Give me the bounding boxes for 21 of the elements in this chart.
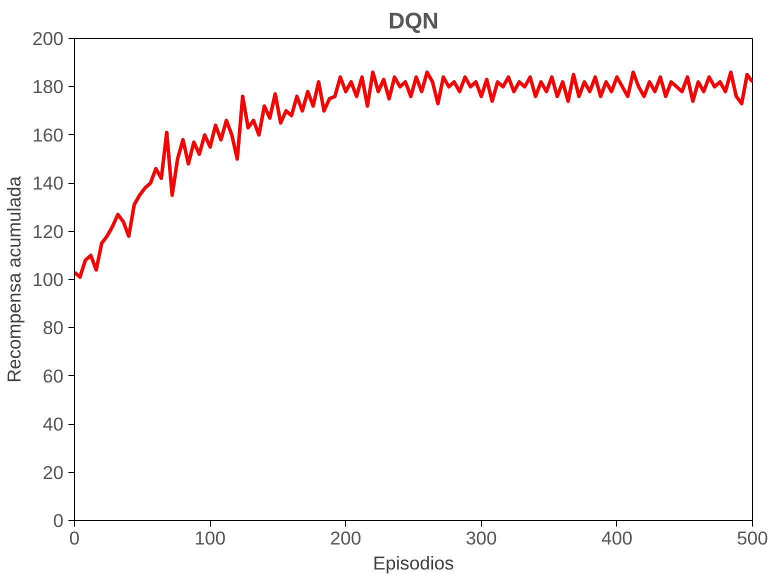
y-tick-label: 20 xyxy=(42,462,64,483)
y-tick-label: 120 xyxy=(32,220,64,242)
y-tick-label: 160 xyxy=(32,124,64,146)
y-tick-label: 140 xyxy=(32,172,64,194)
y-tick-label: 0 xyxy=(53,510,64,531)
x-tick-label: 0 xyxy=(69,528,80,548)
x-tick-label: 100 xyxy=(194,528,226,548)
x-tick-label: 400 xyxy=(601,528,632,548)
y-tick-label: 100 xyxy=(32,269,64,290)
x-tick-label: 500 xyxy=(736,528,768,548)
y-tick-label: 200 xyxy=(32,28,64,49)
x-tick-label: 200 xyxy=(330,528,362,548)
chart-title: DQN xyxy=(388,8,439,34)
x-tick-label: 300 xyxy=(466,528,497,548)
x-axis-title: Episodios xyxy=(373,552,454,574)
y-tick-label: 40 xyxy=(42,414,64,435)
y-axis-title: Recompensa acumulada xyxy=(3,176,24,383)
y-tick-label: 80 xyxy=(42,317,64,338)
y-tick-label: 180 xyxy=(32,76,64,98)
line-series xyxy=(74,70,752,279)
y-tick-label: 60 xyxy=(42,365,64,386)
